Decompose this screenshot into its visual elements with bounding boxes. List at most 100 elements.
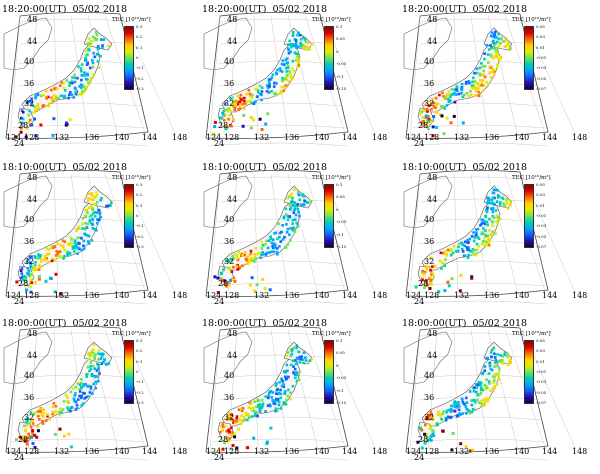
- longitude-label: 148: [572, 447, 588, 456]
- longitude-label: 136: [484, 133, 500, 142]
- colorbar-title: TEC [10¹⁶/m²]: [112, 175, 151, 181]
- colorbar-tick: -0.03: [536, 65, 547, 71]
- colorbar-tick: 0.01: [536, 358, 545, 364]
- longitude-line: [409, 329, 421, 451]
- latitude-label: 36: [224, 79, 235, 88]
- tec-points: [14, 343, 111, 449]
- latitude-label: 28: [18, 435, 29, 444]
- latitude-label: 40: [424, 215, 435, 224]
- longitude-line: [409, 15, 421, 137]
- map-canvas: [203, 12, 377, 147]
- latitude-line: [220, 332, 331, 337]
- latitude-label: 44: [227, 37, 238, 46]
- colorbar-tick: -0.2: [136, 389, 144, 395]
- panel-time: 18:00:00(UT): [202, 318, 267, 329]
- longitude-label: 128: [424, 291, 440, 300]
- longitude-label: 136: [484, 291, 500, 300]
- longitude-label: 140: [514, 447, 530, 456]
- longitude-label: 140: [114, 447, 130, 456]
- longitude-label: 132: [254, 447, 270, 456]
- latitude-line: [417, 218, 537, 223]
- latitude-label: 36: [424, 237, 435, 246]
- latitude-label: 24: [414, 453, 425, 462]
- latitude-label: 32: [224, 99, 235, 108]
- colorbar-tick: 0.1: [336, 24, 343, 29]
- longitude-label: 140: [314, 291, 330, 300]
- latitude-line: [207, 456, 349, 461]
- map-canvas: [403, 12, 577, 147]
- map-canvas: [203, 326, 377, 461]
- colorbar-tick: -0.15: [336, 400, 347, 405]
- continent-outline: [3, 17, 53, 71]
- colorbar: [524, 340, 534, 404]
- colorbar-tick: -0.07: [536, 244, 547, 249]
- longitude-label: 140: [114, 133, 130, 142]
- latitude-line: [220, 18, 331, 23]
- longitude-label: 132: [54, 133, 70, 142]
- map-frame: [405, 12, 549, 139]
- latitude-label: 40: [24, 371, 35, 380]
- colorbar: [124, 340, 134, 404]
- colorbar-tick: -0.1: [136, 379, 144, 385]
- latitude-label: 48: [27, 15, 38, 24]
- longitude-label: 144: [542, 133, 558, 142]
- latitude-label: 28: [418, 121, 429, 130]
- longitude-line: [53, 329, 59, 451]
- latitude-label: 48: [227, 15, 238, 24]
- longitude-label: 148: [572, 291, 588, 300]
- latitude-label: 32: [424, 413, 435, 422]
- continent-outline: [3, 331, 53, 385]
- map-canvas: [3, 326, 177, 461]
- latitude-label: 44: [427, 37, 438, 46]
- latitude-label: 44: [27, 37, 38, 46]
- longitude-label: 124: [206, 447, 222, 456]
- latitude-label: 28: [218, 435, 229, 444]
- colorbar-tick: 0.3: [136, 24, 143, 29]
- colorbar-title: TEC [10¹⁶/m²]: [312, 17, 351, 23]
- tec-panel-r3c1: 18:00:00(UT) 05/02 2018 TEC [10¹⁶/m²] 0.3 0…: [0, 318, 196, 468]
- longitude-label: 148: [172, 447, 188, 456]
- latitude-label: 48: [27, 329, 38, 338]
- panel-time: 18:10:00(UT): [2, 162, 67, 173]
- colorbar-tick: -0.15: [336, 86, 347, 91]
- tec-points: [14, 30, 110, 139]
- latitude-line: [211, 438, 346, 443]
- longitude-label: 132: [54, 291, 70, 300]
- latitude-line: [11, 438, 146, 443]
- longitude-label: 124: [206, 133, 222, 142]
- latitude-line: [17, 218, 137, 223]
- colorbar-tick: -0.05: [536, 75, 547, 81]
- colorbar: [124, 184, 134, 248]
- tec-panel-r3c2: 18:00:00(UT) 05/02 2018 TEC [10¹⁶/m²] 0.1 0…: [200, 318, 396, 468]
- latitude-label: 36: [224, 237, 235, 246]
- panel-time: 18:00:00(UT): [402, 318, 467, 329]
- longitude-line: [209, 173, 221, 295]
- longitude-label: 132: [454, 291, 470, 300]
- longitude-line: [453, 15, 459, 137]
- colorbar-tick: 0.03: [536, 34, 545, 40]
- colorbar: [524, 26, 534, 90]
- latitude-label: 28: [18, 121, 29, 130]
- tec-points: [213, 188, 313, 294]
- map-frame: [205, 326, 349, 453]
- longitude-label: 128: [24, 291, 40, 300]
- colorbar-tick: -0.2: [136, 75, 144, 81]
- longitude-label: 136: [284, 133, 300, 142]
- latitude-line: [217, 374, 337, 379]
- panel-date: 05/02 2018: [472, 318, 528, 329]
- longitude-label: 148: [172, 291, 188, 300]
- tec-panel-r1c2: 18:20:00(UT) 05/02 2018 TEC [10¹⁶/m²] 0.1 0…: [200, 4, 396, 154]
- map-frame: [405, 170, 549, 297]
- latitude-line: [7, 142, 149, 147]
- longitude-line: [9, 15, 21, 137]
- panel-title: 18:20:00(UT) 05/02 2018: [2, 4, 127, 15]
- longitude-label: 128: [224, 447, 240, 456]
- colorbar-tick: 0.1: [136, 44, 143, 50]
- colorbar-tick: 0.1: [336, 182, 343, 187]
- colorbar-tick: -0.1: [336, 73, 344, 79]
- latitude-label: 48: [427, 173, 438, 182]
- latitude-label: 40: [24, 57, 35, 66]
- panel-date: 05/02 2018: [272, 4, 328, 15]
- map-frame: [5, 170, 149, 297]
- colorbar-tick: 0.2: [136, 34, 143, 40]
